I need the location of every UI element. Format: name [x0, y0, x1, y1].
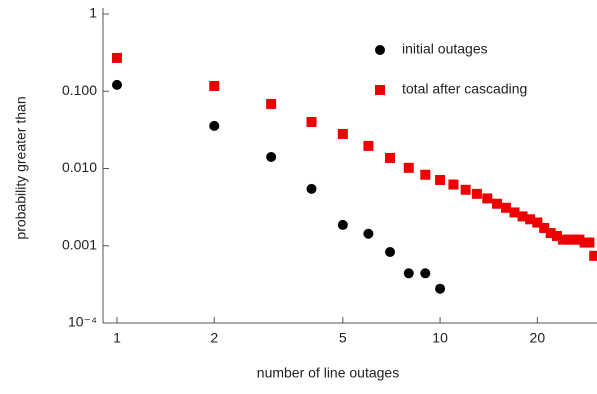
point — [574, 234, 585, 245]
x-tick-label: 20 — [530, 330, 546, 346]
point — [539, 222, 550, 233]
point — [491, 198, 502, 209]
point — [435, 174, 446, 185]
y-tick-label: 0.001 — [62, 236, 97, 252]
point — [337, 219, 348, 230]
point — [112, 52, 123, 63]
point — [509, 207, 520, 218]
point — [420, 268, 431, 279]
x-tick-label: 1 — [113, 330, 121, 346]
point — [420, 169, 431, 180]
point — [525, 214, 536, 225]
point — [517, 211, 528, 222]
point — [385, 152, 396, 163]
y-tick-label: 10⁻⁴ — [68, 314, 97, 330]
point — [266, 151, 277, 162]
point — [306, 116, 317, 127]
point — [545, 228, 556, 239]
point — [584, 237, 595, 248]
point — [209, 120, 220, 131]
x-axis-label: number of line outages — [257, 365, 399, 381]
point — [563, 234, 574, 245]
y-tick-label: 1 — [89, 5, 97, 21]
point — [569, 234, 580, 245]
point — [435, 283, 446, 294]
point — [363, 228, 374, 239]
y-tick-label: 0.010 — [62, 159, 97, 175]
y-axis-label: probability greater than — [13, 96, 29, 239]
point — [551, 230, 562, 241]
point — [337, 128, 348, 139]
point — [266, 98, 277, 109]
point — [448, 179, 459, 190]
point — [482, 193, 493, 204]
legend-marker — [375, 45, 385, 55]
x-tick-label: 10 — [432, 330, 448, 346]
point — [209, 80, 220, 91]
point — [557, 234, 568, 245]
legend-label: total after cascading — [402, 81, 527, 97]
point — [403, 162, 414, 173]
point — [403, 268, 414, 279]
y-tick-label: 0.100 — [62, 82, 97, 98]
point — [501, 202, 512, 213]
point — [471, 188, 482, 199]
x-tick-label: 5 — [339, 330, 347, 346]
point — [385, 247, 396, 258]
legend-label: initial outages — [402, 41, 488, 57]
point — [363, 140, 374, 151]
x-tick-label: 2 — [210, 330, 218, 346]
point — [589, 250, 597, 261]
point — [306, 183, 317, 194]
point — [532, 217, 543, 228]
point — [460, 184, 471, 195]
point — [112, 79, 123, 90]
legend-marker — [375, 85, 385, 95]
